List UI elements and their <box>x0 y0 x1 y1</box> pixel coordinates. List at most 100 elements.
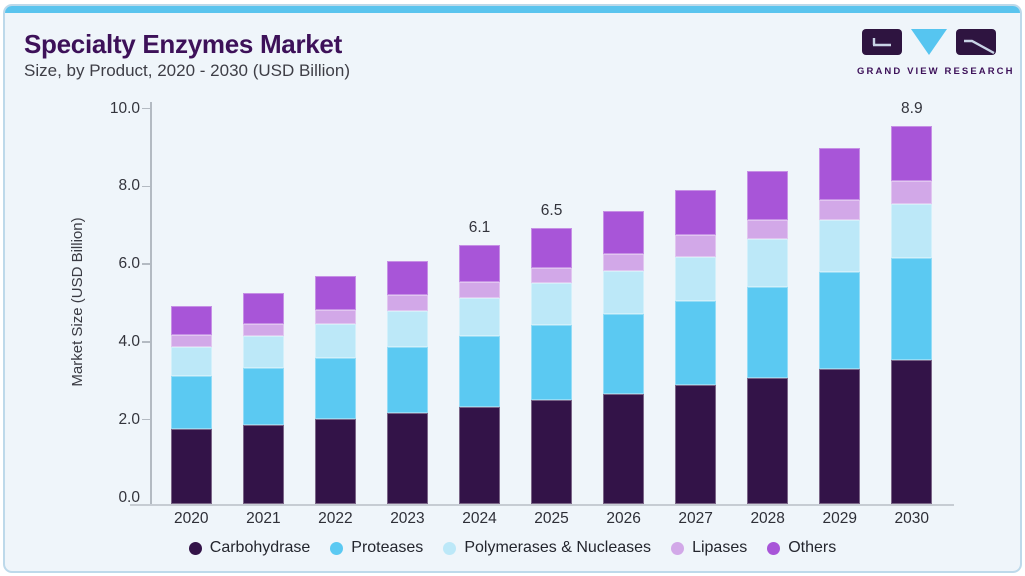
legend-item-polymerases-nucleases: Polymerases & Nucleases <box>443 539 651 557</box>
y-tick-label-2.0: 2.0 <box>118 410 140 428</box>
segment-proteases-2029 <box>819 271 861 369</box>
segment-others-2028 <box>747 171 789 220</box>
bar-2022 <box>314 276 356 504</box>
legend: Carbohydrase Proteases Polymerases & Nucle… <box>5 539 1020 557</box>
y-tick-mark-8.0 <box>142 185 150 188</box>
segment-polymerases-nucleases-2025 <box>531 283 573 325</box>
segment-lipases-2022 <box>314 310 356 324</box>
segment-polymerases-nucleases-2022 <box>314 323 356 358</box>
x-tick-label-2021: 2021 <box>246 510 281 527</box>
y-tick-mark-4.0 <box>142 341 150 343</box>
legend-label-lipases: Lipases <box>692 539 748 556</box>
segment-others-2022 <box>314 276 356 311</box>
segment-polymerases-nucleases-2020 <box>170 346 212 377</box>
segment-polymerases-nucleases-2026 <box>603 270 645 314</box>
bar-2021 <box>242 293 284 504</box>
data-label-2025: 6.5 <box>540 202 563 220</box>
y-axis-line <box>150 102 152 505</box>
segment-polymerases-nucleases-2023 <box>386 311 428 347</box>
segment-lipases-2026 <box>603 253 645 271</box>
segment-lipases-2025 <box>531 268 573 284</box>
logo-r-glyph <box>964 39 995 55</box>
legend-swatch-lipases-icon <box>671 541 685 555</box>
segment-carbohydrase-2027 <box>675 384 717 504</box>
y-tick-mark-6.0 <box>142 263 150 265</box>
x-tick-label-2030: 2030 <box>894 510 930 527</box>
segment-polymerases-nucleases-2021 <box>242 336 284 369</box>
y-tick-mark-2.0 <box>142 418 150 421</box>
y-tick-mark-10.0 <box>142 107 150 110</box>
bar-2023 <box>386 261 428 504</box>
segment-polymerases-nucleases-2028 <box>747 238 789 287</box>
segment-others-2027 <box>675 189 717 236</box>
y-axis-title: Market Size (USD Billion) <box>69 217 86 387</box>
legend-swatch-others-icon <box>767 541 781 555</box>
legend-label-polymerases-nucleases: Polymerases & Nucleases <box>464 539 652 556</box>
legend-label-others: Others <box>788 539 837 556</box>
segment-polymerases-nucleases-2027 <box>675 256 717 302</box>
segment-lipases-2027 <box>675 235 717 257</box>
y-tick-label-0.0: 0.0 <box>118 488 140 506</box>
top-accent-bar <box>5 6 1020 13</box>
segment-lipases-2028 <box>747 219 789 239</box>
logo-mark <box>862 29 996 55</box>
segment-lipases-2030 <box>891 181 933 204</box>
segment-others-2030 <box>891 126 933 182</box>
legend-swatch-polymerases-nucleases-icon <box>443 541 457 555</box>
bar-2026 <box>603 211 645 504</box>
segment-lipases-2029 <box>819 200 861 220</box>
segment-lipases-2023 <box>386 295 428 312</box>
x-tick-label-2020: 2020 <box>174 510 209 527</box>
segment-proteases-2022 <box>314 357 356 419</box>
grand-view-research-logo: GRAND VIEW RESEARCH <box>857 26 1015 77</box>
bar-2024 <box>459 245 500 504</box>
legend-swatch-carbohydrase-icon <box>188 541 202 555</box>
segment-others-2026 <box>603 211 645 254</box>
segment-others-2029 <box>819 147 861 201</box>
segment-carbohydrase-2021 <box>242 425 284 504</box>
segment-carbohydrase-2024 <box>459 407 500 504</box>
legend-swatch-proteases-icon <box>330 541 344 555</box>
segment-proteases-2020 <box>170 376 212 429</box>
segment-proteases-2030 <box>891 257 933 360</box>
segment-others-2021 <box>242 293 284 324</box>
page-title: Specialty Enzymes Market <box>24 29 342 59</box>
x-tick-label-2024: 2024 <box>462 510 497 527</box>
x-tick-label-2026: 2026 <box>606 510 641 527</box>
segment-polymerases-nucleases-2030 <box>891 203 933 258</box>
data-label-2030: 8.9 <box>901 100 923 118</box>
logo-text: GRAND VIEW RESEARCH <box>857 66 1015 77</box>
legend-label-carbohydrase: Carbohydrase <box>209 539 311 556</box>
x-tick-label-2029: 2029 <box>822 510 857 527</box>
y-tick-label-4.0: 4.0 <box>118 332 140 350</box>
x-axis-line <box>130 504 954 506</box>
segment-proteases-2021 <box>242 368 284 426</box>
segment-carbohydrase-2029 <box>819 368 861 504</box>
segment-proteases-2023 <box>386 346 428 413</box>
segment-carbohydrase-2022 <box>314 418 356 504</box>
legend-item-others: Others <box>767 539 836 557</box>
segment-proteases-2026 <box>603 313 645 394</box>
segment-proteases-2027 <box>675 301 717 385</box>
segment-polymerases-nucleases-2029 <box>819 219 861 272</box>
segment-carbohydrase-2026 <box>603 393 645 504</box>
bar-2029 <box>819 147 861 504</box>
segment-others-2024 <box>459 245 500 283</box>
logo-g-block <box>862 29 902 55</box>
segment-others-2023 <box>386 261 428 296</box>
x-tick-label-2022: 2022 <box>318 510 353 527</box>
segment-others-2020 <box>170 306 212 335</box>
logo-v-triangle <box>911 29 947 55</box>
segment-polymerases-nucleases-2024 <box>459 297 500 336</box>
x-tick-label-2027: 2027 <box>678 510 713 527</box>
bar-2030 <box>891 126 933 504</box>
x-tick-label-2025: 2025 <box>534 510 569 527</box>
segment-carbohydrase-2023 <box>386 412 428 504</box>
segment-proteases-2028 <box>747 286 789 378</box>
x-tick-label-2023: 2023 <box>390 510 425 527</box>
legend-item-carbohydrase: Carbohydrase <box>188 539 311 557</box>
bar-2020 <box>170 306 212 504</box>
data-label-2024: 6.1 <box>468 219 491 237</box>
segment-lipases-2024 <box>459 282 500 298</box>
segment-carbohydrase-2020 <box>170 428 212 504</box>
